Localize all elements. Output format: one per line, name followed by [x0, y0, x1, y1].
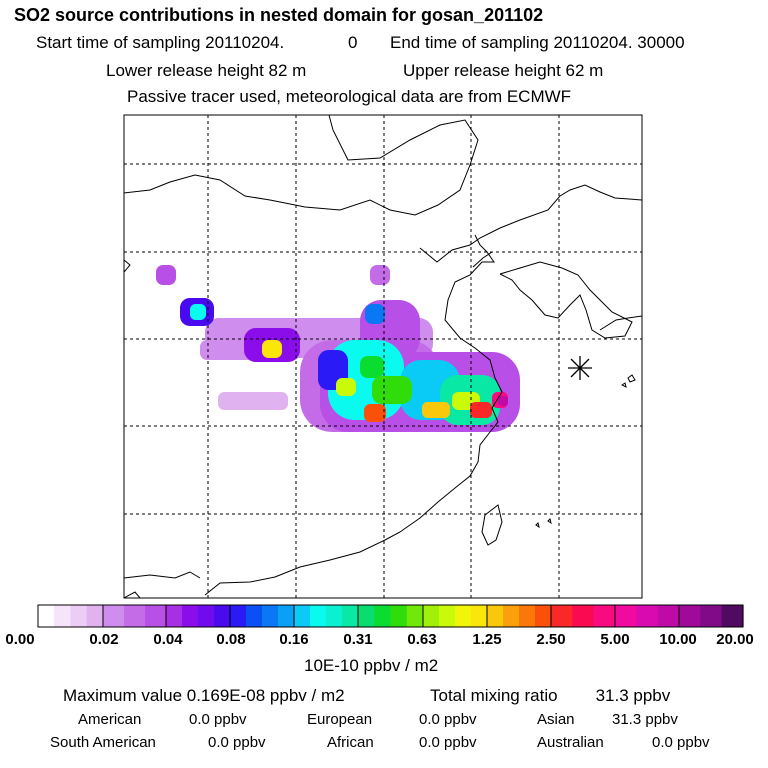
colorbar-tick-11: 20.00: [716, 631, 754, 648]
colorbar-tick-0: 0.00: [5, 631, 35, 648]
plume-cell: [470, 402, 492, 418]
colorbar-tick-6: 0.63: [407, 631, 437, 648]
colorbar-tick-9: 5.00: [600, 631, 630, 648]
region-asian-label: Asian: [537, 711, 575, 728]
colorbar-swatch: [38, 605, 55, 627]
region-australian-value: 0.0 ppbv: [652, 734, 710, 751]
colorbar-tick-2: 0.04: [153, 631, 183, 648]
start-time-label: Start time of sampling 20110204.: [36, 33, 285, 52]
colorbar-swatch: [503, 605, 520, 627]
plume-cell: [422, 402, 450, 418]
colorbar-tick-3: 0.08: [216, 631, 246, 648]
plume-cell: [370, 265, 390, 285]
region-south-american-value: 0.0 ppbv: [208, 734, 266, 751]
maximum-value: Maximum value 0.169E-08 ppbv / m2: [63, 686, 345, 705]
colorbar-swatch: [103, 605, 125, 627]
plume-cell: [372, 376, 412, 404]
colorbar-swatch: [535, 605, 552, 627]
colorbar-swatch: [294, 605, 311, 627]
colorbar-swatch: [214, 605, 231, 627]
colorbar-swatch: [374, 605, 392, 627]
region-european-label: European: [307, 711, 373, 728]
receptor-marker: [568, 356, 592, 380]
plume-cell: [360, 356, 384, 378]
colorbar-swatch: [423, 605, 440, 627]
colorbar-swatch: [615, 605, 637, 627]
colorbar-frame: [37, 604, 744, 628]
colorbar: [37, 604, 744, 628]
region-american-label: American: [78, 711, 142, 728]
chart-title: SO2 source contributions in nested domai…: [14, 5, 544, 25]
colorbar-swatch: [551, 605, 573, 627]
colorbar-tick-4: 0.16: [279, 631, 309, 648]
colorbar-swatch: [86, 605, 104, 627]
plume-cell: [190, 304, 206, 320]
colorbar-swatch: [230, 605, 247, 627]
plume-cell: [364, 404, 386, 422]
colorbar-swatch: [572, 605, 595, 627]
colorbar-unit: 10E-10 ppbv / m2: [304, 656, 439, 675]
plume-cell: [262, 340, 282, 358]
total-mixing-ratio: Total mixing ratio 31.3 ppbv: [430, 686, 670, 706]
colorbar-swatch: [390, 605, 408, 627]
colorbar-swatch: [657, 605, 680, 627]
colorbar-swatch: [54, 605, 72, 627]
region-asian-value: 31.3 ppbv: [612, 711, 678, 728]
tracer-note: Passive tracer used, meteorological data…: [127, 87, 572, 106]
map-frame: [123, 114, 643, 599]
colorbar-swatch: [721, 605, 744, 627]
coastlines: [124, 115, 642, 598]
colorbar-swatch: [124, 605, 146, 627]
total-mixing-label: Total mixing ratio: [430, 686, 558, 705]
colorbar-swatch: [342, 605, 359, 627]
colorbar-swatch: [310, 605, 327, 627]
plume-layer: [156, 265, 520, 432]
region-south-american-label: South American: [50, 734, 156, 751]
colorbar-swatch: [278, 605, 295, 627]
colorbar-swatch: [198, 605, 215, 627]
colorbar-tick-8: 2.50: [536, 631, 566, 648]
colorbar-swatch: [145, 605, 167, 627]
region-african-value: 0.0 ppbv: [419, 734, 477, 751]
region-european-value: 0.0 ppbv: [419, 711, 477, 728]
colorbar-swatch: [636, 605, 659, 627]
gridlines: [124, 115, 642, 598]
region-african-label: African: [327, 734, 374, 751]
colorbar-swatch: [246, 605, 263, 627]
upper-release-height: Upper release height 62 m: [403, 61, 604, 80]
region-australian-label: Australian: [537, 734, 604, 751]
colorbar-swatch: [358, 605, 375, 627]
colorbar-swatch: [262, 605, 279, 627]
plume-cell: [365, 304, 385, 324]
colorbar-swatch: [519, 605, 536, 627]
colorbar-swatch: [487, 605, 504, 627]
region-american-value: 0.0 ppbv: [189, 711, 247, 728]
colorbar-swatch: [455, 605, 472, 627]
colorbar-swatch: [326, 605, 343, 627]
plume-cell: [336, 378, 356, 396]
colorbar-swatch: [471, 605, 488, 627]
lower-release-height: Lower release height 82 m: [106, 61, 307, 80]
start-time-offset: 0: [348, 33, 358, 52]
colorbar-swatch: [593, 605, 616, 627]
plume-cell: [156, 265, 176, 285]
plume-cell: [498, 396, 508, 406]
colorbar-swatch: [679, 605, 701, 627]
colorbar-swatch: [700, 605, 723, 627]
plume-cell: [218, 392, 288, 410]
colorbar-swatch: [166, 605, 183, 627]
end-time-label: End time of sampling 20110204. 30000: [390, 33, 685, 52]
colorbar-swatch: [70, 605, 88, 627]
colorbar-tick-5: 0.31: [343, 631, 373, 648]
total-mixing-value: 31.3 ppbv: [595, 686, 671, 705]
colorbar-tick-7: 1.25: [472, 631, 502, 648]
colorbar-swatch: [182, 605, 199, 627]
colorbar-tick-10: 10.00: [659, 631, 697, 648]
colorbar-swatch: [406, 605, 424, 627]
colorbar-swatch: [439, 605, 456, 627]
colorbar-tick-1: 0.02: [89, 631, 119, 648]
